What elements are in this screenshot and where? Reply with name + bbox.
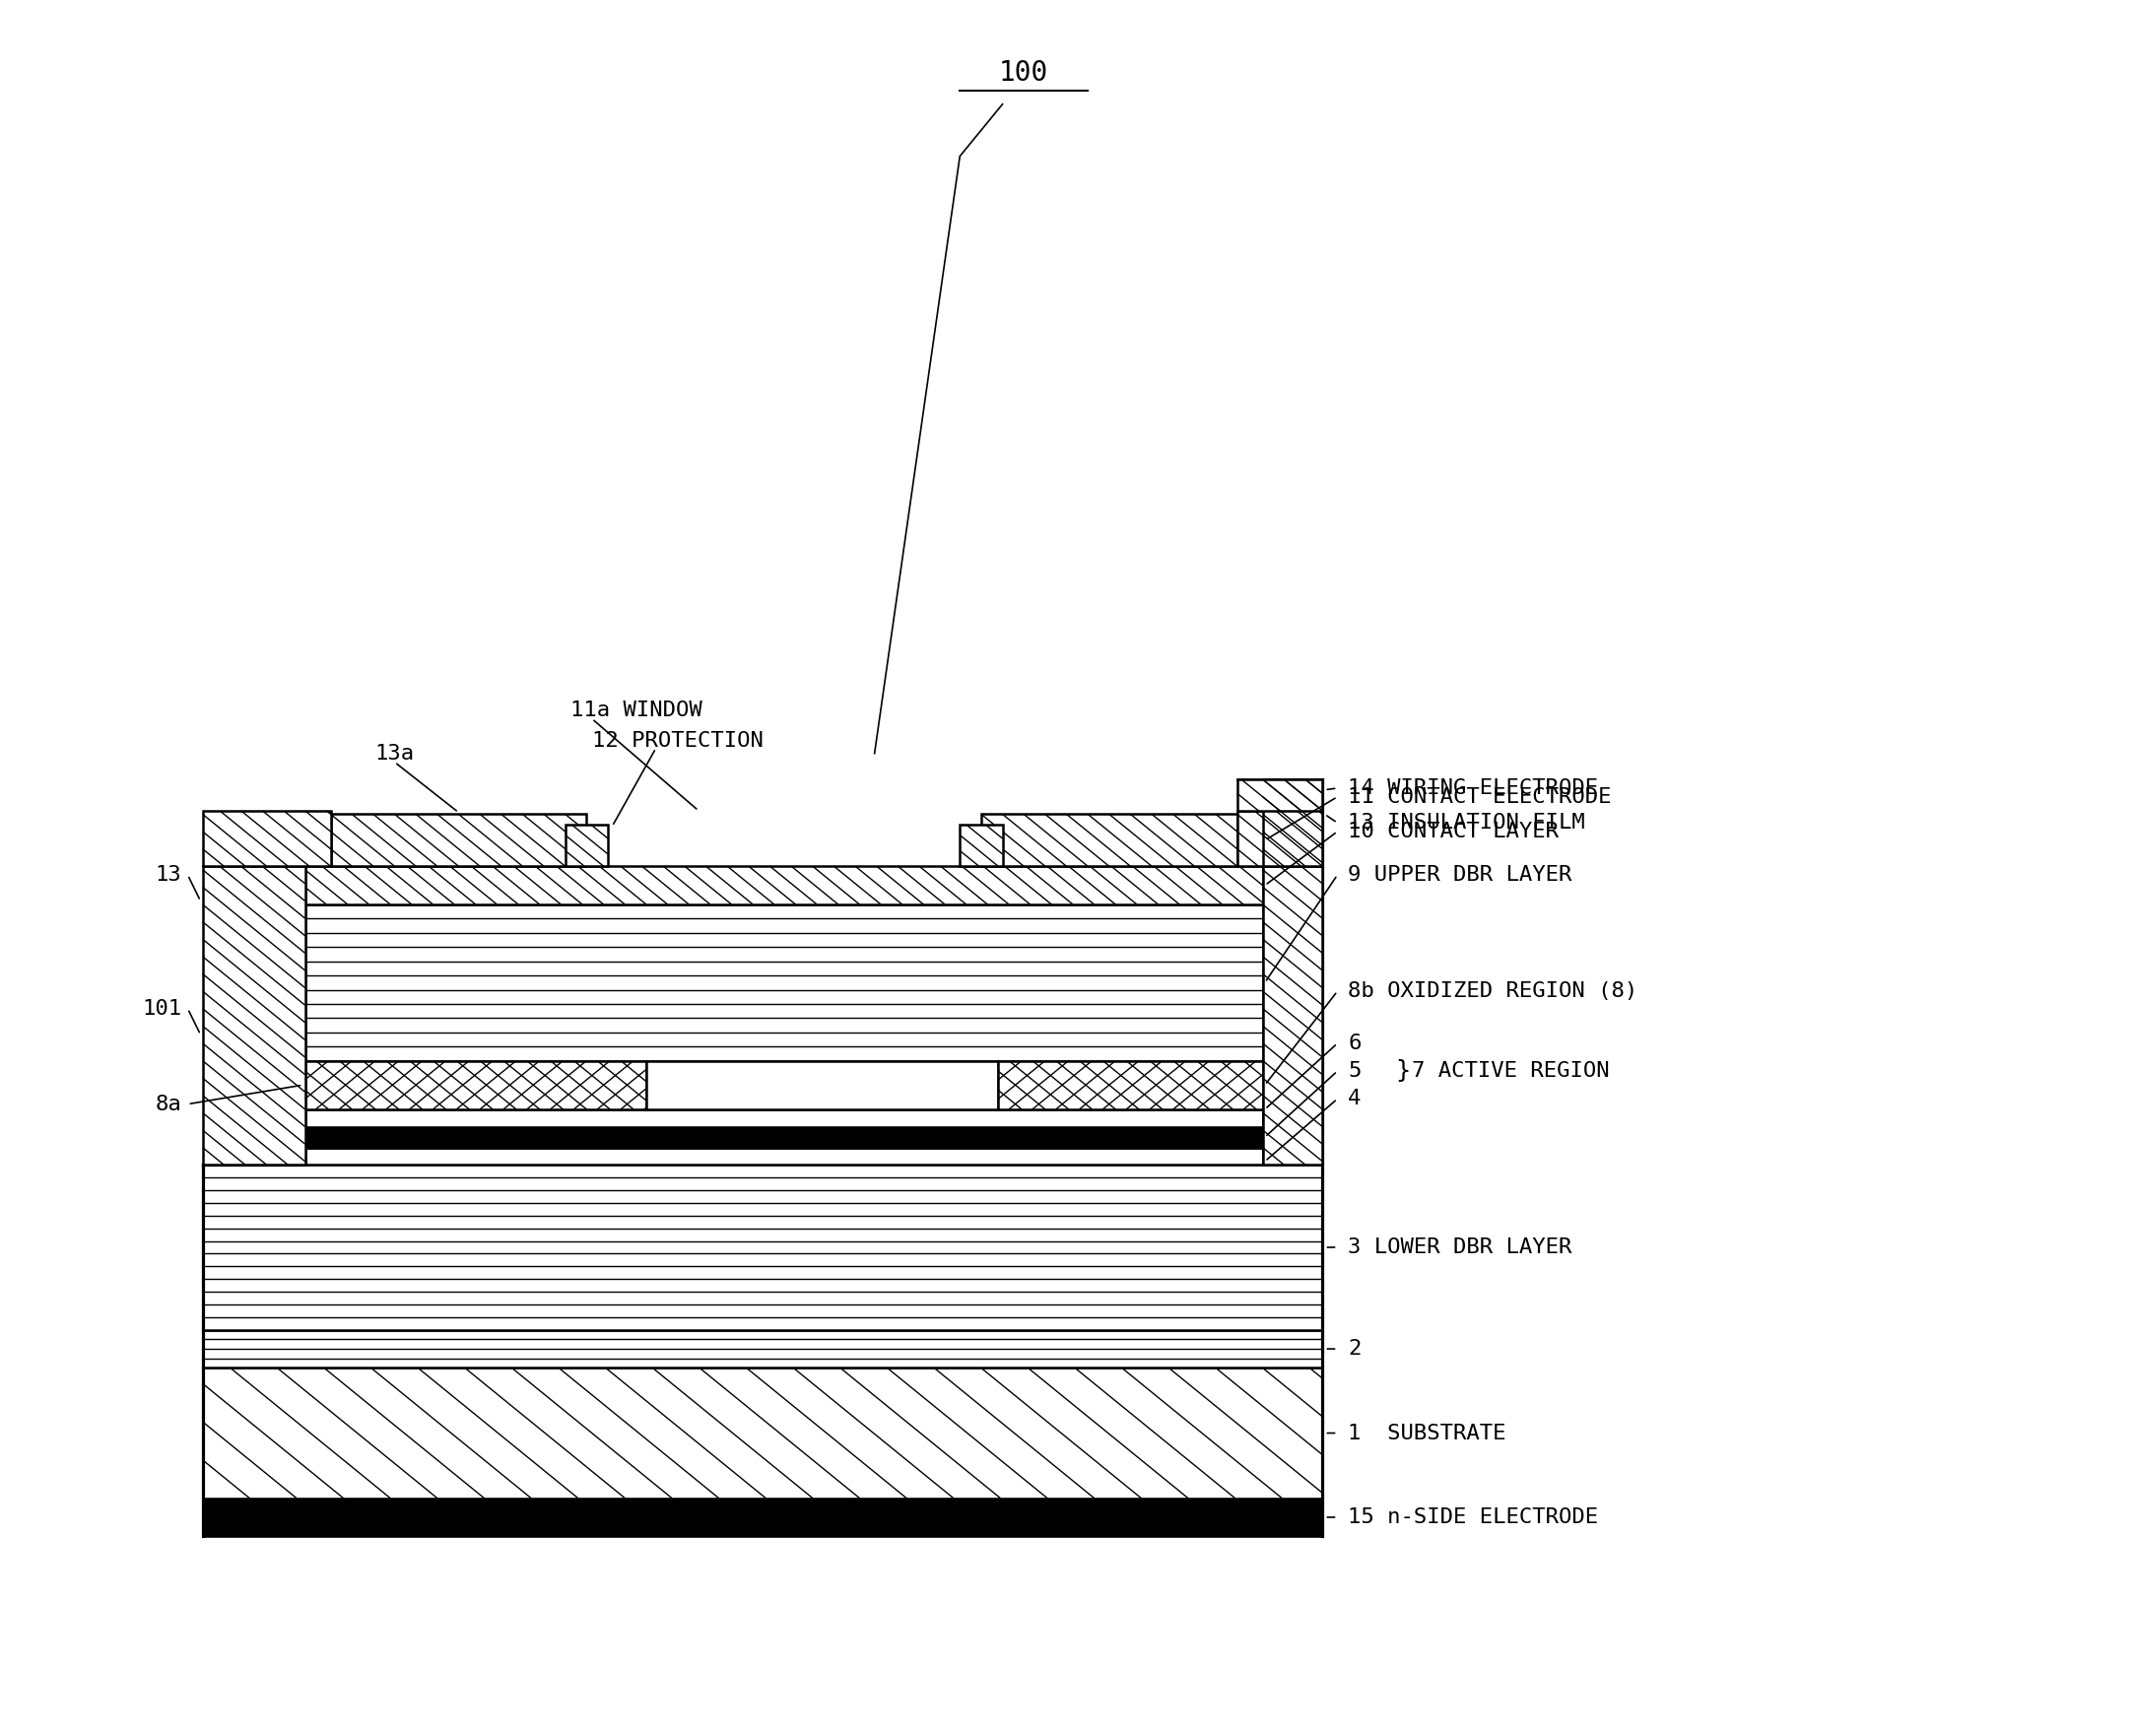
Text: 1  SUBSTRATE: 1 SUBSTRATE xyxy=(1348,1424,1506,1443)
Bar xyxy=(565,825,608,866)
Bar xyxy=(1263,779,1322,866)
Text: 100: 100 xyxy=(998,59,1049,87)
Text: 15 n-SIDE ELECTRODE: 15 n-SIDE ELECTRODE xyxy=(1348,1507,1598,1528)
Bar xyxy=(1237,811,1322,866)
Text: 13: 13 xyxy=(156,865,181,885)
Bar xyxy=(646,1061,998,1109)
Text: 13a: 13a xyxy=(375,743,414,764)
Bar xyxy=(203,1330,1322,1368)
Bar xyxy=(203,1165,1322,1330)
Text: 101: 101 xyxy=(141,998,181,1019)
Text: 11a WINDOW: 11a WINDOW xyxy=(570,700,702,720)
Text: }: } xyxy=(1395,1059,1410,1083)
Bar xyxy=(203,811,331,866)
Text: 9 UPPER DBR LAYER: 9 UPPER DBR LAYER xyxy=(1348,865,1572,885)
Bar xyxy=(331,814,587,866)
Bar xyxy=(203,1368,1322,1498)
Bar xyxy=(305,1147,1263,1165)
Text: 4: 4 xyxy=(1348,1088,1361,1109)
Text: 8b OXIDIZED REGION (8): 8b OXIDIZED REGION (8) xyxy=(1348,981,1638,1002)
Text: 7 ACTIVE REGION: 7 ACTIVE REGION xyxy=(1412,1061,1610,1082)
Text: 3 LOWER DBR LAYER: 3 LOWER DBR LAYER xyxy=(1348,1238,1572,1257)
Text: 11 CONTACT ELECTRODE: 11 CONTACT ELECTRODE xyxy=(1348,786,1613,807)
Bar xyxy=(305,1109,1263,1127)
Text: 2: 2 xyxy=(1348,1338,1361,1359)
Text: 12 PROTECTION: 12 PROTECTION xyxy=(591,731,764,752)
Text: 6: 6 xyxy=(1348,1033,1361,1054)
Bar xyxy=(305,904,1263,1061)
Bar xyxy=(305,866,1263,904)
Text: 14 WIRING ELECTRODE: 14 WIRING ELECTRODE xyxy=(1348,778,1598,799)
Text: 5: 5 xyxy=(1348,1061,1361,1082)
Bar xyxy=(1263,866,1322,1165)
Bar xyxy=(1237,779,1322,811)
Bar xyxy=(305,1061,646,1109)
Text: 13 INSULATION FILM: 13 INSULATION FILM xyxy=(1348,812,1585,833)
Bar xyxy=(203,866,305,1165)
Text: 8a: 8a xyxy=(156,1094,181,1115)
Text: 10 CONTACT LAYER: 10 CONTACT LAYER xyxy=(1348,821,1559,842)
Bar xyxy=(998,1061,1263,1109)
Bar xyxy=(981,814,1237,866)
Bar xyxy=(960,825,1003,866)
